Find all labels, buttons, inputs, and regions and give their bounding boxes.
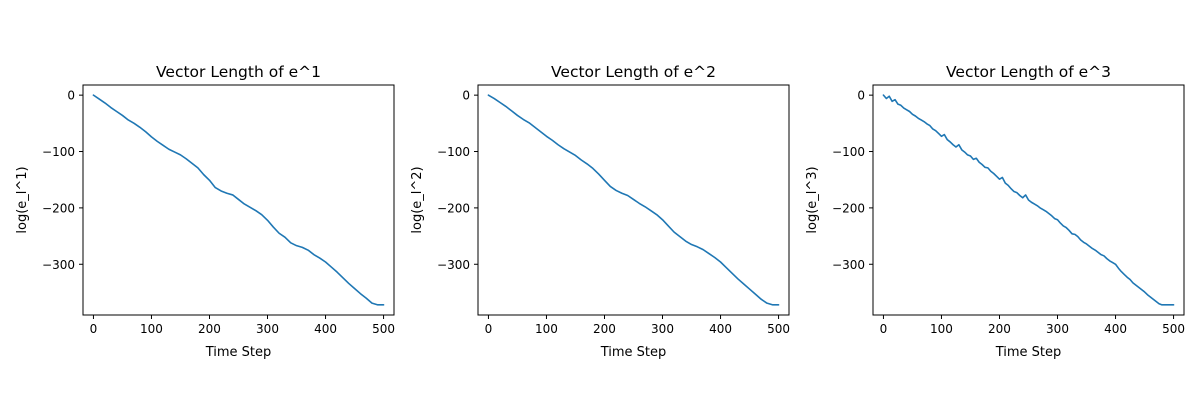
y-tick-label: −100: [42, 145, 75, 159]
y-axis-label: log(e_l^1): [15, 166, 30, 233]
x-tick-label: 400: [1104, 322, 1127, 336]
chart-title: Vector Length of e^1: [156, 63, 321, 81]
y-tick-label: −300: [42, 258, 75, 272]
axes-frame-3: [872, 84, 1185, 316]
y-tick-label: −300: [437, 258, 470, 272]
subplot-2: 0 100 200 300 400 500 0 −100 −200 −300 Vector Leng…: [410, 63, 790, 360]
x-tick-label: 300: [256, 322, 279, 336]
x-tick-label: 100: [140, 322, 163, 336]
y-tick-label: −100: [437, 145, 470, 159]
x-tick-label: 100: [930, 322, 953, 336]
x-tick-label: 500: [767, 322, 790, 336]
y-tick-label: 0: [857, 89, 865, 103]
y-axis-label: log(e_l^3): [805, 166, 820, 233]
y-tick-label: 0: [67, 89, 75, 103]
y-tick-label: −200: [832, 201, 865, 215]
y-tick-label: 0: [462, 89, 470, 103]
axes-frame-1: [82, 84, 395, 316]
x-axis-label: Time Step: [205, 345, 272, 360]
x-tick-label: 100: [535, 322, 558, 336]
x-tick-label: 500: [1162, 322, 1185, 336]
x-tick-label: 200: [988, 322, 1011, 336]
series-line-3: [882, 94, 1175, 306]
x-tick-label: 300: [651, 322, 674, 336]
chart-title: Vector Length of e^2: [551, 63, 716, 81]
axes-frame-2: [477, 84, 790, 316]
series-line-2: [487, 94, 780, 306]
y-tick-label: −300: [832, 258, 865, 272]
y-axis-label: log(e_l^2): [410, 166, 425, 233]
x-tick-label: 400: [709, 322, 732, 336]
x-tick-label: 0: [90, 322, 98, 336]
x-tick-label: 300: [1046, 322, 1069, 336]
x-tick-label: 0: [485, 322, 493, 336]
series-line-1: [92, 94, 385, 306]
y-tick-label: −100: [832, 145, 865, 159]
y-tick-label: −200: [42, 201, 75, 215]
x-tick-label: 200: [593, 322, 616, 336]
x-tick-label: 500: [372, 322, 395, 336]
subplot-1: 0 100 200 300 400 500 0 −100 −200 −300 Vector Leng…: [15, 63, 395, 360]
chart-title: Vector Length of e^3: [946, 63, 1111, 81]
y-tick-label: −200: [437, 201, 470, 215]
subplot-3: 0 100 200 300 400 500 0 −100 −200 −300 Vector Leng…: [805, 63, 1185, 360]
x-axis-label: Time Step: [600, 345, 667, 360]
x-axis-label: Time Step: [995, 345, 1062, 360]
x-tick-label: 0: [880, 322, 888, 336]
x-tick-label: 400: [314, 322, 337, 336]
x-tick-label: 200: [198, 322, 221, 336]
